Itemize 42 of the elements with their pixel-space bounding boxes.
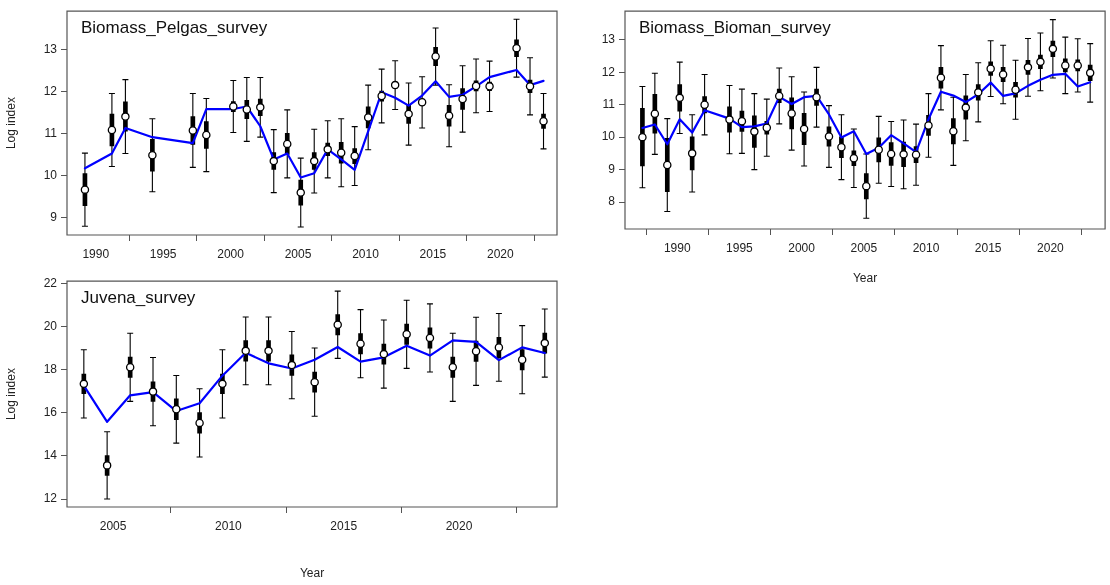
y-tick-label: 11	[44, 125, 58, 140]
x-axis-title: Year	[852, 271, 878, 286]
y-axis-title: Log index	[3, 368, 18, 421]
x-tick-label: 2020	[445, 518, 473, 533]
x-tick-label: 2010	[912, 240, 940, 255]
y-tick-label: 22	[43, 275, 58, 290]
x-tick-label: 2015	[330, 518, 358, 533]
y-tick-label: 12	[601, 64, 616, 79]
chart-title: Biomass_Pelgas_survey	[81, 18, 268, 38]
y-tick-label: 10	[601, 129, 616, 144]
chart-title: Juvena_survey	[81, 288, 196, 308]
chart-title: Biomass_Bioman_survey	[639, 18, 832, 38]
x-tick-label: 1990	[82, 246, 110, 261]
y-tick-label: 14	[43, 448, 58, 463]
y-tick-label: 10	[43, 167, 58, 182]
x-tick-label: 2010	[215, 518, 243, 533]
y-tick-label: 12	[43, 491, 58, 506]
y-axis-title: Log index	[3, 97, 18, 150]
y-tick-label: 18	[43, 361, 58, 376]
y-tick-label: 13	[601, 32, 616, 47]
y-tick-label: 9	[608, 161, 616, 176]
y-tick-label: 16	[43, 405, 58, 420]
y-tick-label: 11	[602, 96, 616, 111]
x-tick-label: 2005	[99, 518, 127, 533]
y-tick-label: 20	[43, 318, 58, 333]
x-tick-label: 2000	[788, 240, 816, 255]
x-tick-label: 2015	[974, 240, 1002, 255]
x-tick-label: 2020	[487, 246, 515, 261]
x-tick-label: 2015	[419, 246, 447, 261]
x-tick-label: 2000	[217, 246, 245, 261]
y-tick-label: 9	[50, 209, 58, 224]
x-tick-label: 2005	[850, 240, 878, 255]
x-tick-label: 2005	[284, 246, 312, 261]
y-tick-label: 13	[43, 41, 58, 56]
x-tick-label: 2010	[352, 246, 380, 261]
x-axis-title: Year	[299, 566, 325, 581]
x-tick-label: 1995	[726, 240, 754, 255]
y-tick-label: 8	[608, 194, 616, 209]
y-tick-label: 12	[43, 83, 58, 98]
x-tick-label: 2020	[1037, 240, 1065, 255]
x-tick-label: 1995	[149, 246, 177, 261]
x-tick-label: 1990	[663, 240, 691, 255]
